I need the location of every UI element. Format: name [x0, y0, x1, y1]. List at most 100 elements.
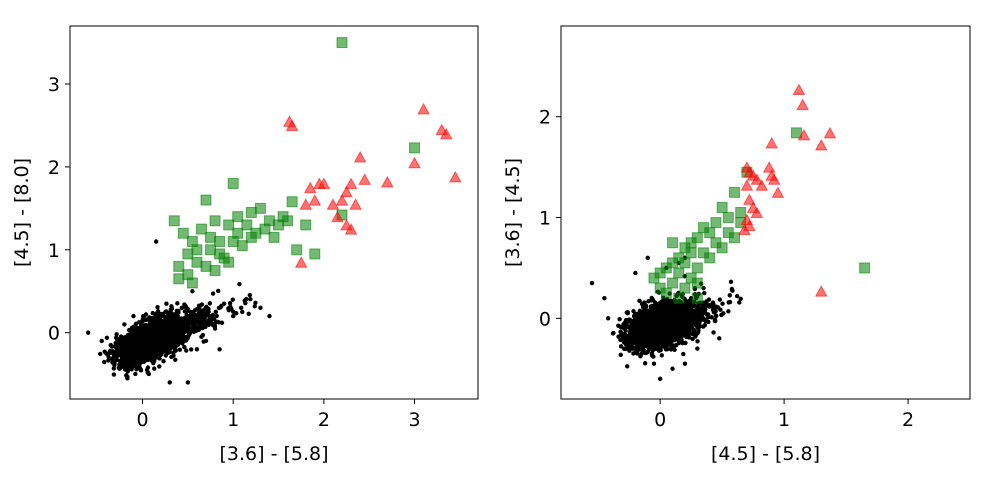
- data-point: [144, 329, 149, 334]
- data-point: [207, 301, 213, 306]
- data-point: [286, 196, 298, 208]
- data-point: [104, 335, 110, 341]
- data-point: [158, 352, 164, 357]
- data-point: [349, 198, 362, 210]
- data-point: [344, 177, 358, 189]
- data-point: [340, 185, 353, 198]
- data-point: [106, 354, 111, 359]
- data-point: [113, 355, 118, 360]
- data-point: [169, 318, 174, 323]
- data-point: [230, 309, 236, 314]
- data-point: [133, 337, 139, 343]
- plot-area: [589, 83, 871, 382]
- data-point: [623, 328, 628, 333]
- data-point: [157, 313, 163, 319]
- data-point: [176, 330, 182, 335]
- data-point: [151, 346, 156, 351]
- data-point: [236, 240, 248, 252]
- data-point: [634, 313, 640, 318]
- data-point: [636, 319, 641, 324]
- data-point: [240, 309, 245, 315]
- data-point: [682, 340, 687, 346]
- data-point: [285, 119, 299, 131]
- data-point: [439, 127, 453, 140]
- data-point: [646, 345, 651, 350]
- data-point: [214, 319, 220, 325]
- data-point: [176, 335, 181, 341]
- data-point: [144, 367, 150, 373]
- data-point: [129, 337, 135, 342]
- data-point: [206, 309, 211, 314]
- data-point: [187, 317, 192, 323]
- data-point: [153, 239, 159, 244]
- data-point: [253, 300, 258, 306]
- data-point: [164, 301, 169, 306]
- data-point: [102, 359, 107, 365]
- data-point: [738, 296, 743, 301]
- data-point: [176, 308, 181, 314]
- data-point: [252, 304, 257, 309]
- data-point: [223, 256, 235, 268]
- data-point: [182, 248, 194, 260]
- data-point: [114, 332, 119, 337]
- data-point: [200, 260, 212, 272]
- data-point: [643, 303, 649, 308]
- data-point: [206, 322, 211, 327]
- data-point: [649, 298, 654, 303]
- data-point: [128, 334, 133, 339]
- data-point: [217, 347, 222, 352]
- data-point: [138, 342, 144, 348]
- data-point: [634, 351, 640, 356]
- data-point: [155, 308, 161, 314]
- data-point: [169, 304, 174, 309]
- data-point: [115, 348, 120, 353]
- y-tick-label: 1: [48, 240, 60, 262]
- data-point: [212, 326, 218, 331]
- data-point: [214, 313, 219, 319]
- data-point: [618, 352, 623, 358]
- data-point: [156, 327, 161, 332]
- data-point: [181, 334, 186, 339]
- data-point: [227, 177, 239, 189]
- data-point: [182, 344, 187, 350]
- data-point: [221, 301, 227, 306]
- data-point: [142, 355, 148, 360]
- data-point: [182, 309, 188, 314]
- data-point: [157, 364, 162, 369]
- data-point: [186, 277, 198, 289]
- data-point: [663, 347, 669, 352]
- data-point: [230, 297, 235, 302]
- data-point: [214, 236, 226, 248]
- data-point: [129, 325, 135, 331]
- data-point: [417, 102, 430, 115]
- data-point: [245, 231, 257, 243]
- data-point: [167, 380, 172, 385]
- data-point: [106, 358, 111, 363]
- data-point: [99, 338, 104, 344]
- data-point: [129, 354, 135, 360]
- data-point: [125, 376, 130, 381]
- data-point: [719, 312, 724, 318]
- data-point: [700, 317, 706, 322]
- data-point: [213, 309, 219, 314]
- data-point: [191, 244, 203, 256]
- data-point: [173, 357, 178, 363]
- data-point: [185, 380, 191, 385]
- data-point: [212, 317, 217, 322]
- data-point: [205, 244, 217, 256]
- data-point: [148, 328, 154, 333]
- data-point: [624, 310, 629, 315]
- data-point: [648, 304, 653, 309]
- data-point: [129, 348, 135, 354]
- data-point: [618, 344, 624, 349]
- data-point: [713, 313, 719, 318]
- data-point: [133, 371, 138, 377]
- x-tick-label: 3: [408, 409, 420, 431]
- data-point: [173, 333, 178, 338]
- data-point: [129, 343, 135, 349]
- data-point: [196, 316, 201, 321]
- data-point: [144, 335, 149, 341]
- data-point: [203, 305, 209, 311]
- data-point: [122, 322, 127, 327]
- x-tick-label: 1: [227, 409, 239, 431]
